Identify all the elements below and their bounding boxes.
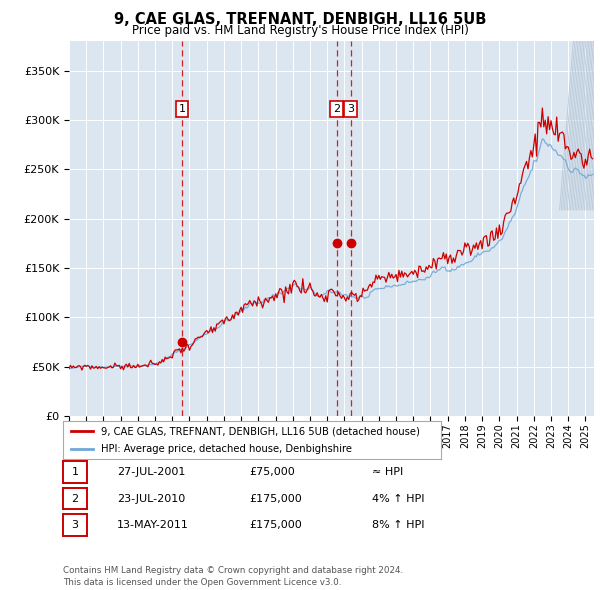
Text: £75,000: £75,000	[249, 467, 295, 477]
Text: HPI: Average price, detached house, Denbighshire: HPI: Average price, detached house, Denb…	[101, 444, 352, 454]
Text: 1: 1	[179, 104, 185, 114]
Text: 2: 2	[333, 104, 340, 114]
Text: 4% ↑ HPI: 4% ↑ HPI	[372, 494, 425, 503]
Text: 23-JUL-2010: 23-JUL-2010	[117, 494, 185, 503]
Text: 13-MAY-2011: 13-MAY-2011	[117, 520, 189, 530]
Text: ≈ HPI: ≈ HPI	[372, 467, 403, 477]
Text: £175,000: £175,000	[249, 520, 302, 530]
Text: 27-JUL-2001: 27-JUL-2001	[117, 467, 185, 477]
Text: 9, CAE GLAS, TREFNANT, DENBIGH, LL16 5UB (detached house): 9, CAE GLAS, TREFNANT, DENBIGH, LL16 5UB…	[101, 427, 419, 437]
Text: £175,000: £175,000	[249, 494, 302, 503]
Text: 8% ↑ HPI: 8% ↑ HPI	[372, 520, 425, 530]
Text: 1: 1	[71, 467, 79, 477]
Text: 3: 3	[71, 520, 79, 530]
Text: Contains HM Land Registry data © Crown copyright and database right 2024.
This d: Contains HM Land Registry data © Crown c…	[63, 566, 403, 587]
Text: 3: 3	[347, 104, 354, 114]
Text: Price paid vs. HM Land Registry's House Price Index (HPI): Price paid vs. HM Land Registry's House …	[131, 24, 469, 37]
Text: 2: 2	[71, 494, 79, 503]
Text: 9, CAE GLAS, TREFNANT, DENBIGH, LL16 5UB: 9, CAE GLAS, TREFNANT, DENBIGH, LL16 5UB	[114, 12, 486, 27]
